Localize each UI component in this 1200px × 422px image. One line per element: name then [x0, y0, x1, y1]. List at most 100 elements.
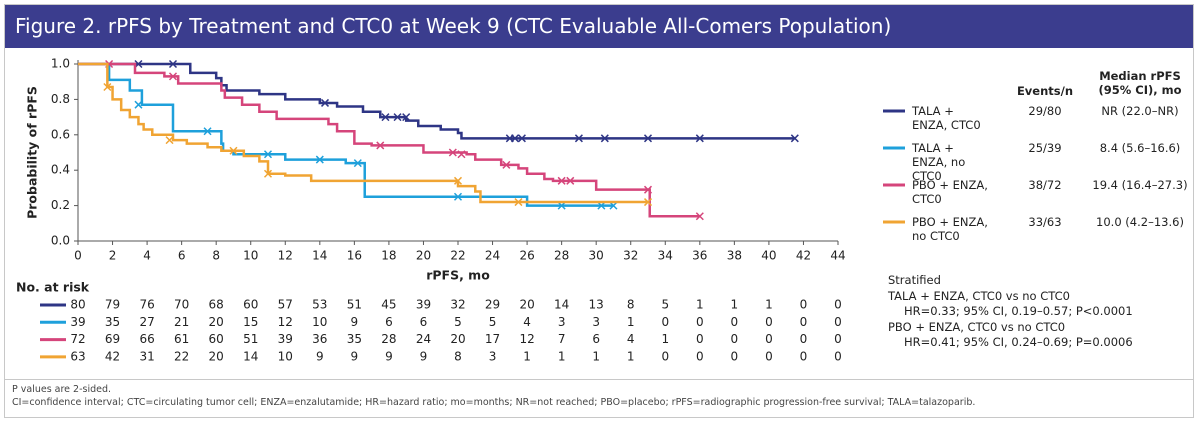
- risk-count: 29: [485, 298, 500, 312]
- risk-count: 3: [592, 315, 600, 329]
- legend-events: 33/63: [1028, 215, 1062, 229]
- censor-mark: [574, 134, 583, 143]
- censor-mark: [510, 134, 520, 143]
- legend-label: TALA + ENZA, CTC0: [912, 104, 981, 132]
- censor-mark: [453, 176, 463, 185]
- risk-count: 6: [420, 315, 428, 329]
- risk-count: 0: [696, 349, 704, 363]
- risk-count: 5: [489, 315, 497, 329]
- risk-count: 1: [661, 332, 669, 346]
- risk-count: 31: [139, 349, 154, 363]
- risk-count: 20: [209, 315, 224, 329]
- x-tick-label: 20: [416, 249, 431, 263]
- risk-count: 36: [312, 332, 327, 346]
- x-axis-label: rPFS, mo: [426, 268, 490, 283]
- risk-count: 66: [139, 332, 154, 346]
- x-tick-label: 40: [761, 249, 776, 263]
- censor-mark: [320, 98, 330, 107]
- risk-count: 32: [450, 298, 465, 312]
- y-axis-label: Probability of rPFS: [25, 86, 40, 219]
- risk-count: 0: [800, 349, 808, 363]
- risk-count: 12: [278, 315, 293, 329]
- censor-mark: [229, 146, 238, 155]
- risk-count: 53: [312, 298, 327, 312]
- censor-mark: [448, 148, 457, 157]
- risk-count: 0: [731, 315, 739, 329]
- risk-count: 72: [70, 332, 85, 346]
- risk-count: 8: [627, 298, 635, 312]
- risk-count: 9: [385, 349, 393, 363]
- censor-mark: [643, 185, 653, 194]
- risk-count: 8: [454, 349, 462, 363]
- risk-count: 9: [316, 349, 324, 363]
- risk-count: 20: [519, 298, 534, 312]
- risk-count: 0: [696, 332, 704, 346]
- risk-count: 7: [558, 332, 566, 346]
- risk-count: 76: [139, 298, 154, 312]
- legend-header: (95% CI), mo: [1098, 83, 1182, 97]
- risk-count: 0: [800, 332, 808, 346]
- risk-count: 39: [278, 332, 293, 346]
- x-tick-label: 36: [692, 249, 707, 263]
- censor-mark: [165, 136, 174, 145]
- risk-count: 0: [661, 315, 669, 329]
- censor-mark: [457, 150, 466, 159]
- x-tick-label: 18: [381, 249, 396, 263]
- risk-count: 0: [834, 315, 842, 329]
- risk-count: 68: [209, 298, 224, 312]
- risk-count: 57: [278, 298, 293, 312]
- risk-count: 42: [105, 349, 120, 363]
- legend-header: Events/n: [1016, 84, 1074, 98]
- y-tick-label: 0.8: [51, 92, 70, 106]
- risk-count: 3: [489, 349, 497, 363]
- legend-median: 8.4 (5.6–16.6): [1099, 141, 1181, 155]
- risk-count: 5: [661, 298, 669, 312]
- censor-mark: [502, 160, 511, 169]
- risk-count: 63: [70, 349, 85, 363]
- risk-count: 5: [454, 315, 462, 329]
- censor-mark: [353, 159, 362, 168]
- censor-mark: [103, 82, 112, 92]
- risk-count: 1: [627, 349, 635, 363]
- x-tick-label: 0: [74, 249, 82, 263]
- risk-count: 61: [174, 332, 189, 346]
- legend-header: Median rPFS: [1099, 69, 1181, 83]
- x-tick-label: 42: [796, 249, 811, 263]
- risk-count: 0: [800, 315, 808, 329]
- x-tick-label: 14: [312, 249, 327, 263]
- risk-count: 14: [243, 349, 258, 363]
- risk-count: 51: [347, 298, 362, 312]
- risk-count: 15: [243, 315, 258, 329]
- x-tick-label: 28: [554, 249, 569, 263]
- risk-count: 14: [554, 298, 569, 312]
- risk-count: 9: [351, 315, 359, 329]
- risk-count: 1: [523, 349, 531, 363]
- risk-count: 0: [834, 298, 842, 312]
- footnote: P values are 2-sided.: [12, 384, 112, 395]
- y-tick-label: 0.6: [51, 127, 70, 141]
- censor-mark: [695, 212, 704, 221]
- censor-mark: [203, 127, 212, 136]
- risk-count: 4: [523, 315, 531, 329]
- censor-mark: [517, 134, 526, 143]
- risk-count: 20: [209, 349, 224, 363]
- risk-table-title: No. at risk: [16, 280, 90, 295]
- y-tick-label: 1.0: [51, 57, 70, 71]
- header: Figure 2. rPFS by Treatment and CTC0 at …: [5, 5, 1193, 48]
- frame: [4, 4, 1194, 418]
- legend-events: 25/39: [1028, 141, 1062, 155]
- risk-count: 1: [731, 298, 739, 312]
- risk-count: 21: [174, 315, 189, 329]
- x-tick-label: 32: [623, 249, 638, 263]
- risk-count: 0: [765, 349, 773, 363]
- risk-count: 17: [485, 332, 500, 346]
- risk-count: 0: [765, 315, 773, 329]
- risk-count: 1: [627, 315, 635, 329]
- risk-count: 35: [347, 332, 362, 346]
- censor-mark: [402, 113, 411, 122]
- y-tick-label: 0.4: [51, 163, 70, 177]
- risk-count: 24: [416, 332, 431, 346]
- censor-mark: [514, 198, 523, 207]
